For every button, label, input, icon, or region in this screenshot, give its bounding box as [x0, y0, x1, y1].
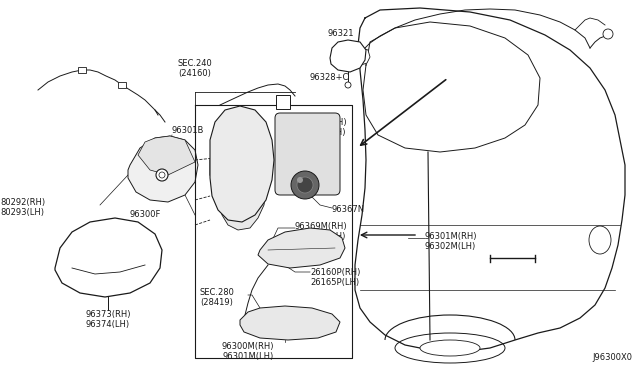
Polygon shape — [210, 106, 274, 222]
Text: 26160P(RH)
26165P(LH): 26160P(RH) 26165P(LH) — [310, 268, 360, 288]
Text: NOT FOR SALE: NOT FOR SALE — [210, 145, 266, 154]
Polygon shape — [55, 218, 162, 297]
Ellipse shape — [297, 177, 303, 183]
Ellipse shape — [297, 177, 313, 193]
Text: 96301M(RH)
96302M(LH): 96301M(RH) 96302M(LH) — [425, 232, 477, 251]
Text: 96300M(RH)
96301M(LH): 96300M(RH) 96301M(LH) — [221, 342, 275, 362]
Bar — [78, 67, 86, 73]
Ellipse shape — [395, 333, 505, 363]
Text: 96328+C: 96328+C — [310, 73, 349, 82]
Text: 96369M(RH)
96370M(LH): 96369M(RH) 96370M(LH) — [295, 222, 348, 241]
Polygon shape — [138, 136, 195, 175]
Text: 96367N: 96367N — [332, 205, 365, 214]
Polygon shape — [355, 48, 370, 65]
Circle shape — [345, 82, 351, 88]
Bar — [276, 95, 290, 109]
Text: 96321: 96321 — [328, 29, 355, 38]
Ellipse shape — [420, 340, 480, 356]
Polygon shape — [215, 180, 266, 230]
Ellipse shape — [291, 171, 319, 199]
Text: 80292(RH)
80293(LH): 80292(RH) 80293(LH) — [0, 198, 45, 217]
Circle shape — [156, 169, 168, 181]
Text: SEC.280
(28419): SEC.280 (28419) — [200, 288, 235, 307]
FancyBboxPatch shape — [275, 113, 340, 195]
Text: SEC.240
(24160): SEC.240 (24160) — [178, 59, 212, 78]
Text: 96301B: 96301B — [172, 126, 204, 135]
Polygon shape — [210, 112, 270, 200]
Polygon shape — [240, 306, 340, 340]
Ellipse shape — [589, 226, 611, 254]
Text: 96373(RH)
96374(LH): 96373(RH) 96374(LH) — [85, 310, 131, 329]
Circle shape — [159, 172, 165, 178]
Bar — [118, 82, 126, 88]
Circle shape — [603, 29, 613, 39]
Text: 96300F: 96300F — [130, 210, 161, 219]
Polygon shape — [258, 228, 345, 268]
Polygon shape — [330, 40, 366, 72]
Text: J96300X0: J96300X0 — [592, 353, 632, 362]
Text: 96365M(RH)
96366M(LH): 96365M(RH) 96366M(LH) — [295, 118, 348, 137]
Polygon shape — [128, 136, 198, 202]
